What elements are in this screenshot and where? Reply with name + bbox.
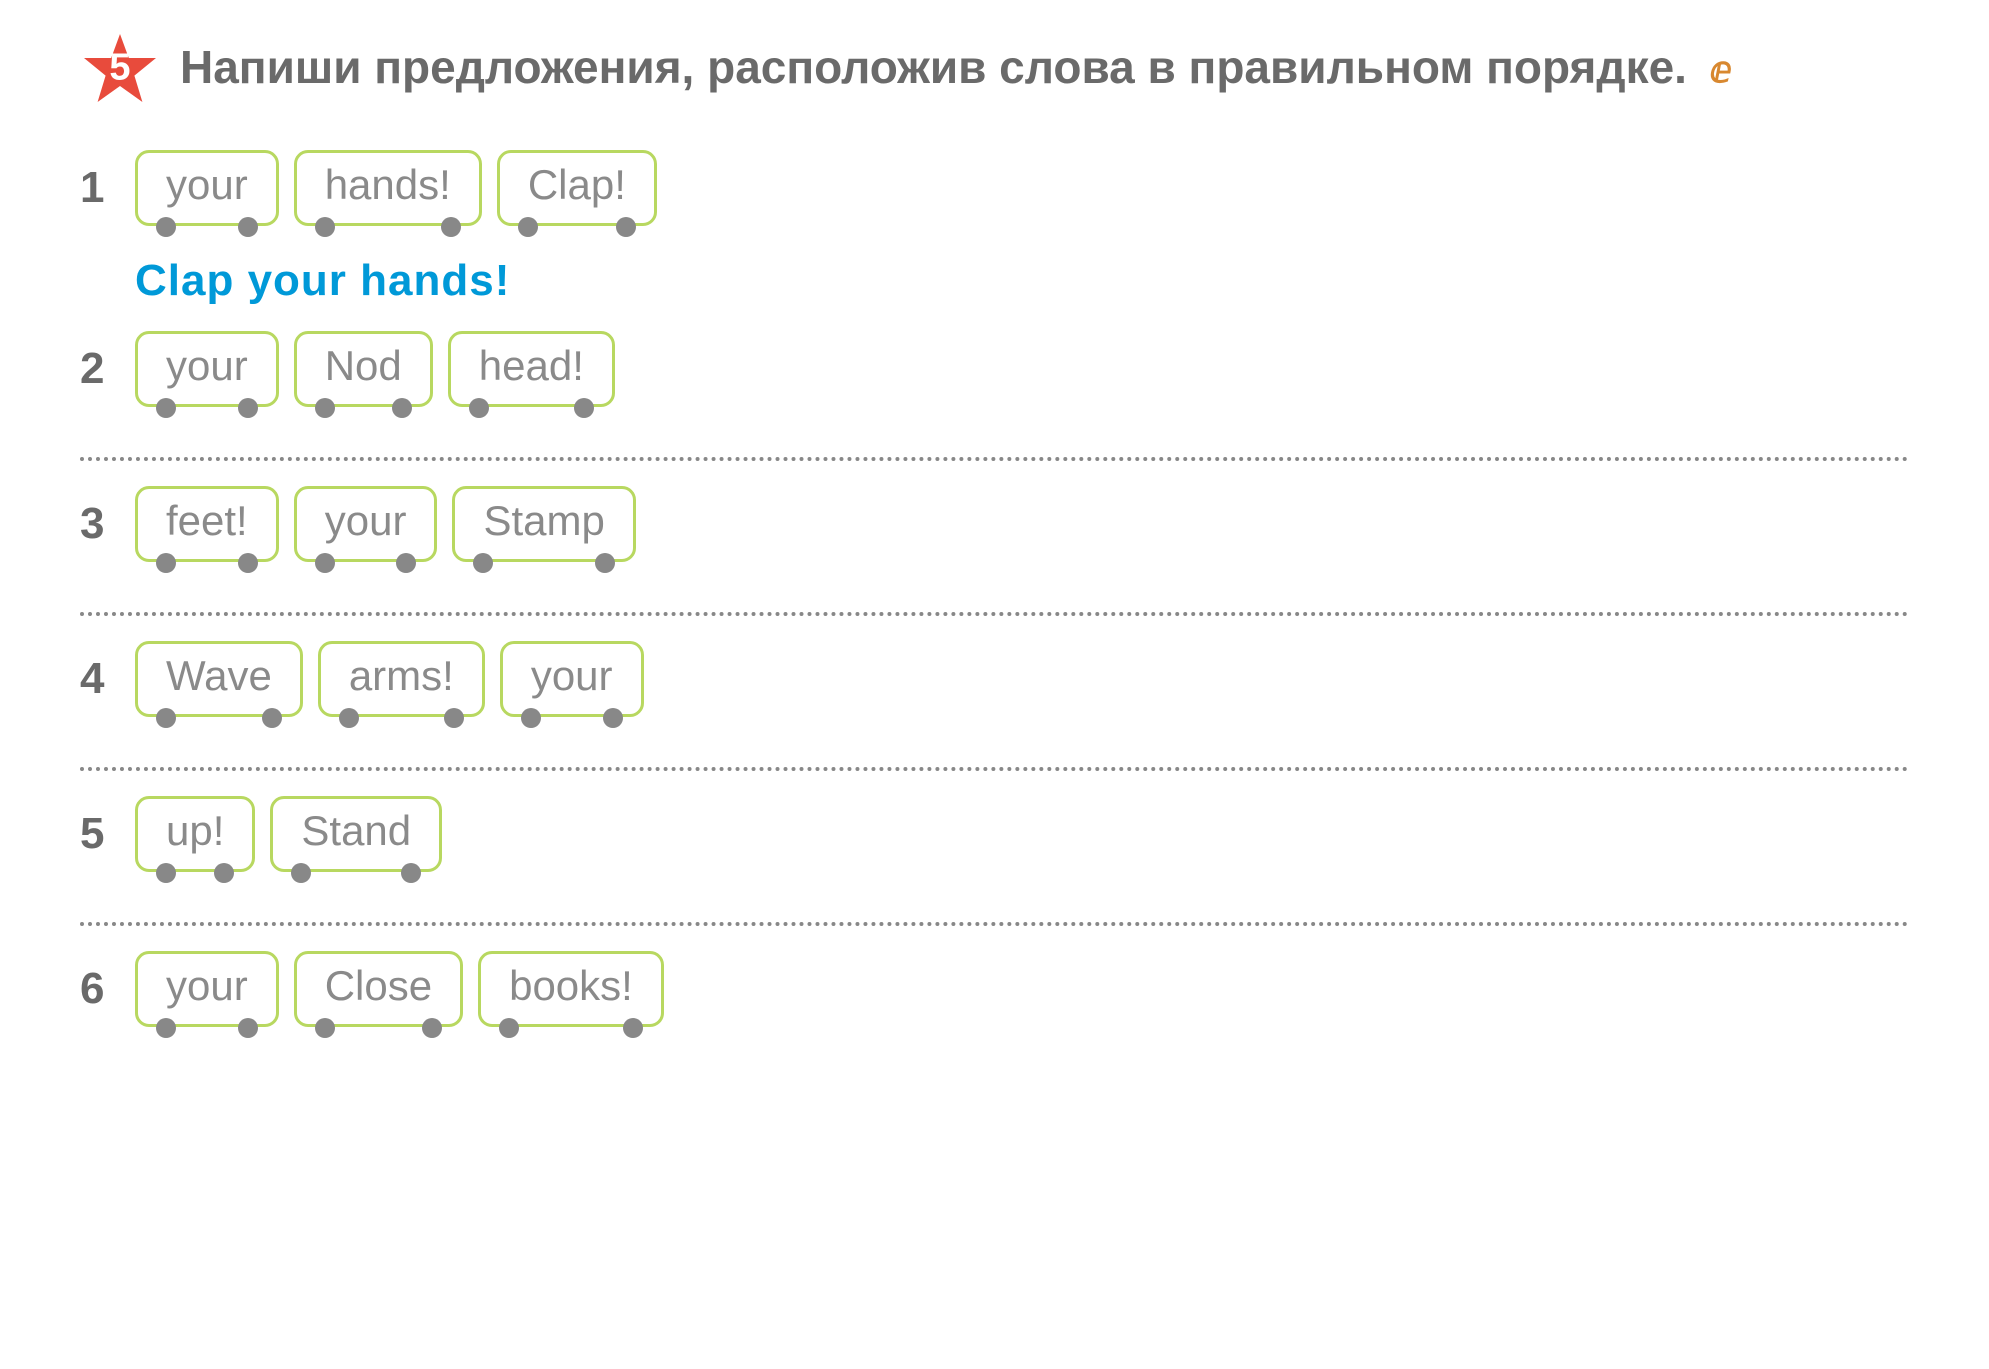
word-text: Nod <box>325 342 402 389</box>
word-box: feet! <box>135 486 279 562</box>
word-text: your <box>166 161 248 208</box>
exercise-row: 6 your Close books! <box>80 951 1909 1027</box>
word-box: Stand <box>270 796 442 872</box>
word-box: your <box>135 331 279 407</box>
word-text: feet! <box>166 497 248 544</box>
exercise-row: 4 Wave arms! your <box>80 641 1909 717</box>
word-text: your <box>166 342 248 389</box>
word-text: your <box>166 962 248 1009</box>
word-text: Close <box>325 962 432 1009</box>
word-box: Nod <box>294 331 433 407</box>
word-box: your <box>500 641 644 717</box>
row-number: 5 <box>80 809 120 859</box>
answer-line-blank <box>80 612 1909 616</box>
word-text: arms! <box>349 652 454 699</box>
exercise-row: 2 your Nod head! <box>80 331 1909 407</box>
exercise-number: 5 <box>109 46 130 89</box>
word-text: your <box>325 497 407 544</box>
answer-text: Clap your hands! <box>135 256 1909 306</box>
exercise-row: 5 up! Stand <box>80 796 1909 872</box>
word-text: up! <box>166 807 224 854</box>
word-text: Clap! <box>528 161 626 208</box>
word-box: books! <box>478 951 664 1027</box>
answer-line-blank <box>80 457 1909 461</box>
instruction-text: Напиши предложения, расположив слова в п… <box>180 30 1732 98</box>
word-text: Stand <box>301 807 411 854</box>
word-text: hands! <box>325 161 451 208</box>
word-box: up! <box>135 796 255 872</box>
word-box: arms! <box>318 641 485 717</box>
word-text: your <box>531 652 613 699</box>
word-box: hands! <box>294 150 482 226</box>
answer-line-blank <box>80 767 1909 771</box>
row-number: 6 <box>80 964 120 1014</box>
word-box: Close <box>294 951 463 1027</box>
word-box: your <box>294 486 438 562</box>
word-text: Wave <box>166 652 272 699</box>
instruction-label: Напиши предложения, расположив слова в п… <box>180 41 1687 93</box>
word-box: your <box>135 150 279 226</box>
row-number: 4 <box>80 654 120 704</box>
star-badge: 5 <box>80 30 160 110</box>
word-text: Stamp <box>483 497 604 544</box>
word-box: Clap! <box>497 150 657 226</box>
answer-line-blank <box>80 922 1909 926</box>
exercise-row: 3 feet! your Stamp <box>80 486 1909 562</box>
exercise-header: 5 Напиши предложения, расположив слова в… <box>80 30 1909 110</box>
word-box: head! <box>448 331 615 407</box>
word-box: Wave <box>135 641 303 717</box>
word-text: books! <box>509 962 633 1009</box>
row-number: 2 <box>80 344 120 394</box>
row-number: 1 <box>80 163 120 213</box>
exercise-row: 1 your hands! Clap! <box>80 150 1909 226</box>
row-number: 3 <box>80 499 120 549</box>
word-box: Stamp <box>452 486 635 562</box>
word-box: your <box>135 951 279 1027</box>
word-text: head! <box>479 342 584 389</box>
squiggle-mark: ⅇ <box>1710 47 1732 94</box>
